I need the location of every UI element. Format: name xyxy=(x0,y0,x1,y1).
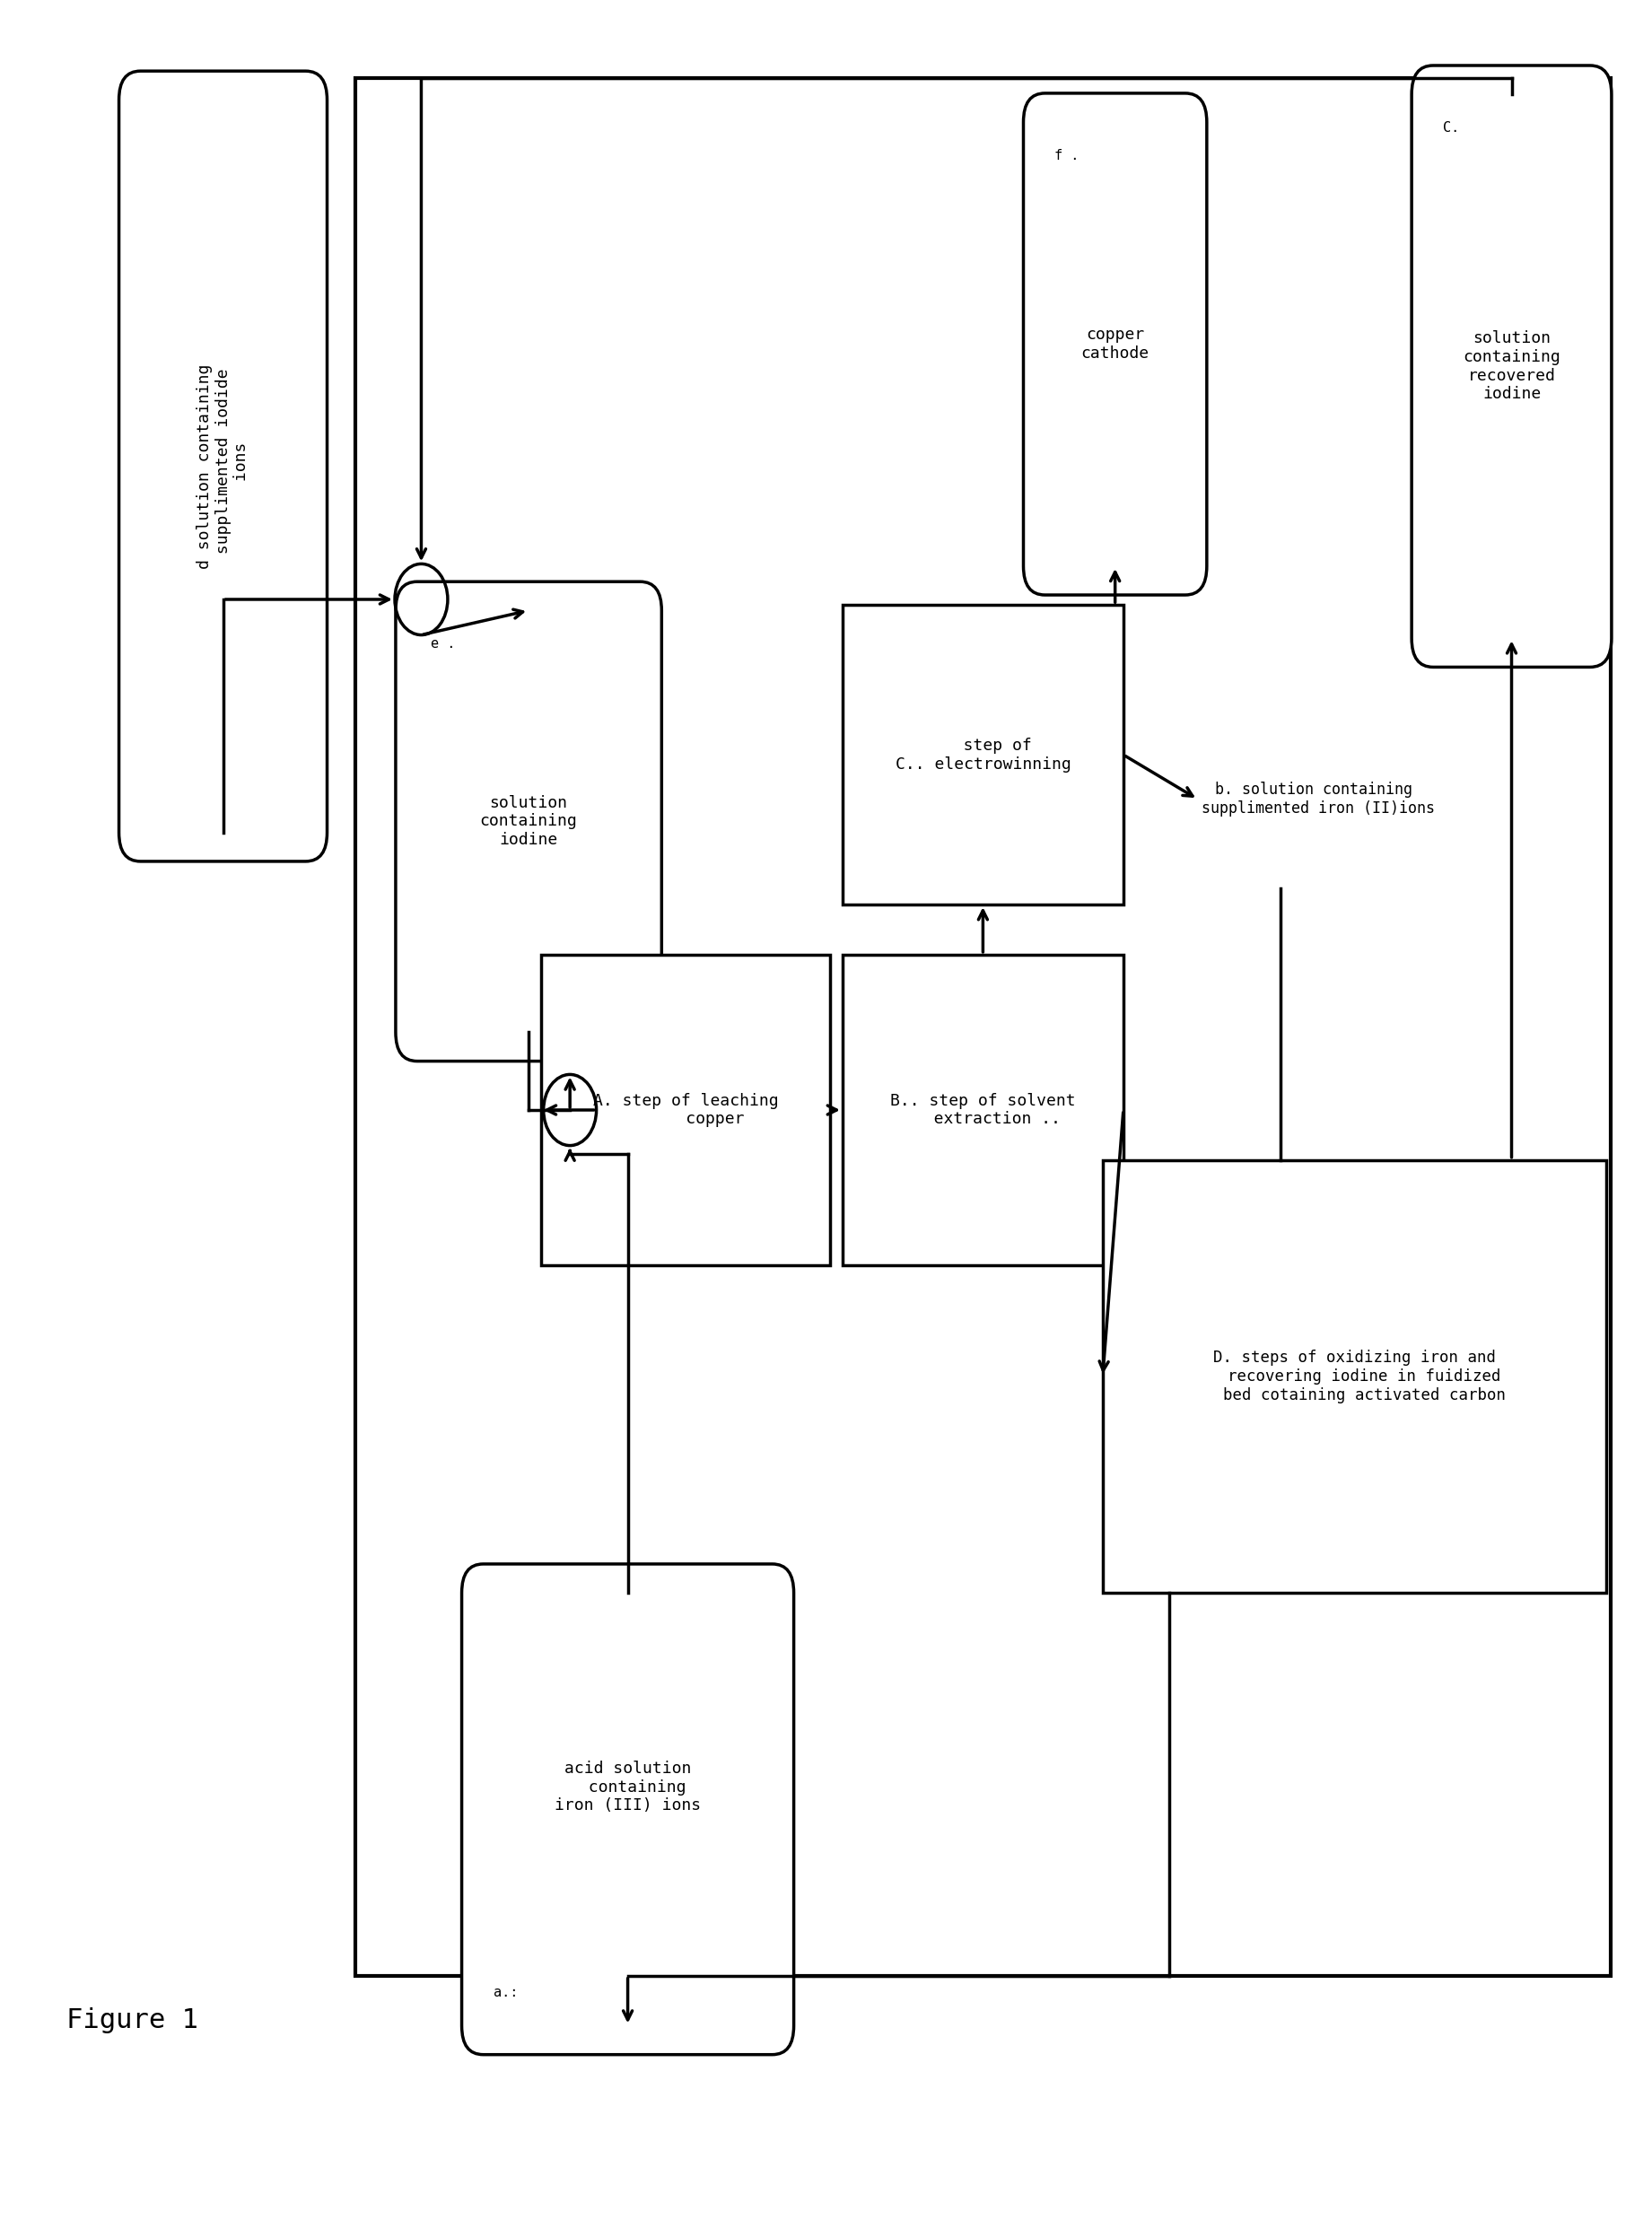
Text: solution
containing
recovered
iodine: solution containing recovered iodine xyxy=(1462,331,1561,402)
Text: acid solution
  containing
iron (III) ions: acid solution containing iron (III) ions xyxy=(555,1760,700,1814)
Bar xyxy=(843,606,1123,906)
Text: copper
cathode: copper cathode xyxy=(1080,326,1150,362)
FancyBboxPatch shape xyxy=(461,1563,793,2056)
Text: D. steps of oxidizing iron and
  recovering iodine in fuidized
  bed cotaining a: D. steps of oxidizing iron and recoverin… xyxy=(1204,1350,1505,1403)
Text: d solution containing
 supplimented iodide
 ions: d solution containing supplimented iodid… xyxy=(197,364,249,568)
Bar xyxy=(1104,1159,1606,1594)
Text: b. solution containing
 supplimented iron (II)ions: b. solution containing supplimented iron… xyxy=(1193,781,1434,817)
Text: C.: C. xyxy=(1444,122,1459,135)
Text: e .: e . xyxy=(430,637,454,650)
Text: Figure 1: Figure 1 xyxy=(66,2007,198,2034)
Bar xyxy=(355,78,1611,1976)
Text: step of
C.. electrowinning: step of C.. electrowinning xyxy=(895,737,1070,773)
Text: f .: f . xyxy=(1056,149,1079,162)
FancyBboxPatch shape xyxy=(119,71,327,861)
Text: B.. step of solvent
   extraction ..: B.. step of solvent extraction .. xyxy=(890,1092,1075,1128)
FancyBboxPatch shape xyxy=(1411,67,1611,668)
FancyBboxPatch shape xyxy=(1024,93,1206,595)
Bar xyxy=(540,955,829,1265)
FancyBboxPatch shape xyxy=(395,582,661,1061)
Text: solution
containing
iodine: solution containing iodine xyxy=(479,795,578,848)
Bar xyxy=(843,955,1123,1265)
Text: a.:: a.: xyxy=(492,1985,517,1998)
Text: A. step of leaching
      copper: A. step of leaching copper xyxy=(593,1092,778,1128)
